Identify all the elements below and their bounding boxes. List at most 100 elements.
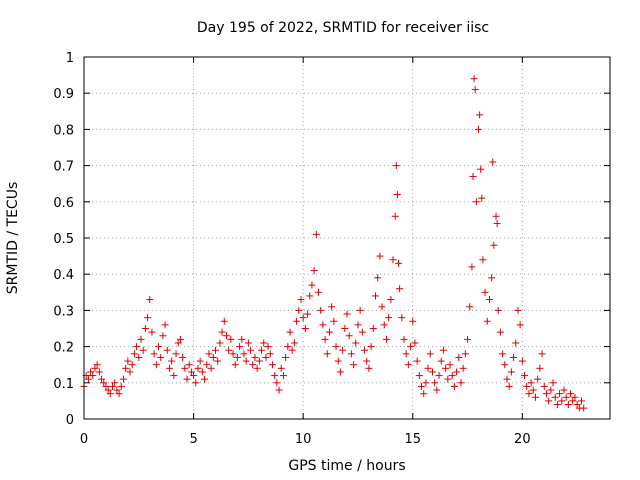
data-point (391, 212, 399, 220)
data-point (288, 346, 296, 354)
data-point (106, 390, 114, 398)
y-tick-label: 0 (66, 413, 74, 428)
data-point (172, 350, 180, 358)
data-point (290, 339, 298, 347)
data-point (339, 346, 347, 354)
data-point (220, 317, 228, 325)
data-point (312, 230, 320, 238)
data-point (475, 125, 482, 133)
data-point (395, 259, 403, 267)
data-point (393, 191, 401, 199)
data-point (225, 346, 233, 354)
data-point (347, 350, 355, 358)
data-point (91, 364, 99, 372)
data-point (459, 364, 467, 372)
x-tick-label: 0 (80, 432, 88, 447)
data-point (345, 332, 353, 340)
data-point (481, 288, 489, 296)
data-point (190, 372, 198, 380)
data-point (165, 364, 173, 372)
data-point (455, 353, 463, 361)
data-point (251, 353, 259, 361)
data-point (567, 390, 575, 398)
data-point (122, 364, 130, 372)
data-point (319, 321, 327, 329)
y-tick-label: 1 (66, 51, 74, 66)
data-point (385, 314, 393, 322)
data-point (233, 353, 241, 361)
data-point (95, 368, 103, 376)
data-point (527, 379, 535, 387)
data-point (453, 368, 461, 376)
data-point (315, 288, 323, 296)
data-point (424, 364, 432, 372)
data-point (469, 172, 477, 180)
data-point (404, 361, 412, 369)
data-point (170, 372, 178, 380)
data-point (141, 325, 149, 332)
data-point (461, 350, 469, 358)
data-point (549, 379, 557, 387)
data-point (560, 386, 568, 394)
data-point (93, 361, 101, 369)
data-point (531, 393, 539, 401)
data-point (102, 382, 110, 390)
data-point (426, 350, 434, 358)
x-tick-label: 15 (404, 432, 421, 447)
data-point (148, 328, 156, 336)
data-point (407, 343, 415, 351)
data-point (113, 386, 121, 394)
data-point (488, 274, 496, 282)
data-point (253, 364, 261, 372)
data-point (477, 165, 485, 173)
data-point (507, 368, 515, 376)
data-point (218, 328, 226, 336)
plot-frame (83, 56, 611, 420)
x-tick-labels: 0 5 10 15 20 (80, 432, 531, 447)
data-point (255, 357, 263, 365)
data-point (521, 372, 529, 380)
data-point (238, 335, 246, 343)
data-point (400, 335, 408, 343)
data-point (299, 314, 307, 322)
data-point (470, 75, 478, 83)
data-point (358, 328, 366, 336)
data-point (442, 364, 450, 372)
data-point (471, 86, 479, 94)
data-point (361, 346, 369, 354)
data-point (380, 321, 388, 329)
data-points (80, 75, 588, 412)
data-point (367, 343, 375, 351)
data-point (321, 335, 329, 343)
data-point (540, 382, 548, 390)
data-point (242, 357, 250, 365)
data-point (330, 317, 338, 325)
data-point (510, 353, 518, 361)
data-point (464, 335, 472, 343)
data-point (284, 343, 292, 351)
data-point (490, 241, 498, 249)
data-point (396, 285, 404, 293)
data-point (334, 357, 342, 365)
data-point (341, 325, 349, 332)
data-point (573, 401, 581, 409)
data-point (562, 393, 570, 401)
grid (84, 57, 610, 419)
data-point (496, 328, 504, 336)
data-point (133, 343, 141, 351)
data-point (98, 375, 106, 383)
y-tick-label: 0.6 (53, 196, 74, 211)
data-point (547, 386, 555, 394)
data-point (518, 357, 526, 365)
data-point (376, 252, 384, 260)
data-point (409, 317, 417, 325)
data-point (216, 339, 224, 347)
data-point (84, 375, 92, 383)
data-point (185, 361, 193, 369)
y-tick-label: 0.4 (53, 268, 74, 283)
data-point (448, 372, 456, 380)
data-point (231, 361, 239, 369)
data-point (525, 390, 533, 398)
y-tick-label: 0.5 (53, 232, 74, 247)
